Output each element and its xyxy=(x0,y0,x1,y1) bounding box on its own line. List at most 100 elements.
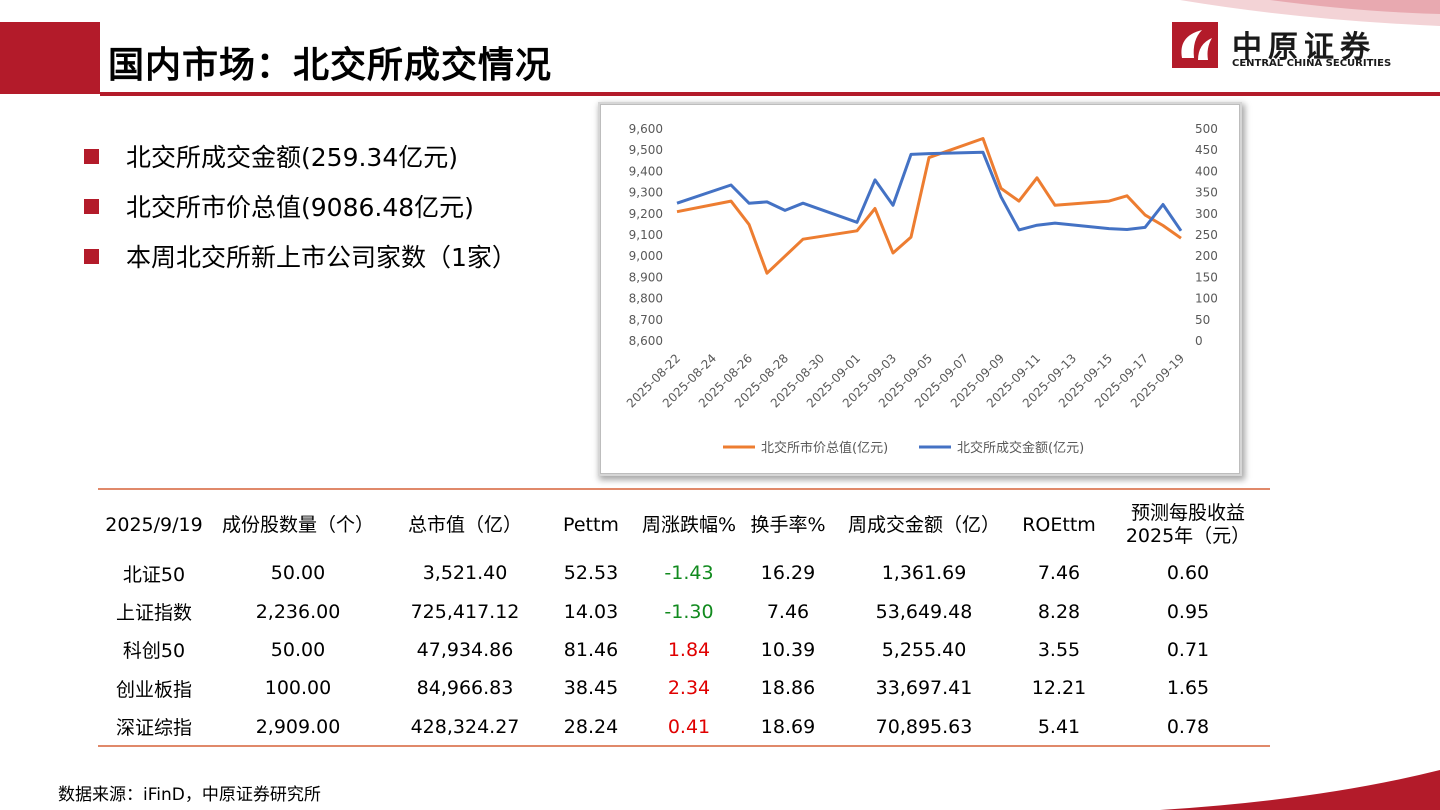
chart-svg: 8,600 8,700 8,800 8,900 9,000 9,100 9,200 9,300… xyxy=(624,122,1218,456)
col-pettm: Pettm xyxy=(563,513,619,536)
data-source-note: 数据来源：iFinD，中原证券研究所 xyxy=(58,785,321,805)
table-cell: 2,909.00 xyxy=(255,715,341,738)
logo-name-en: CENTRAL CHINA SECURITIES xyxy=(1232,58,1392,69)
index-name-cell: 创业板指 xyxy=(115,678,192,701)
bullet-square-icon xyxy=(84,249,99,264)
table-cell: 12.21 xyxy=(1031,677,1087,700)
right-axis-tick-label: 100 xyxy=(1195,292,1218,306)
table-bottom-rule xyxy=(98,745,1270,747)
left-axis-tick-label: 9,000 xyxy=(629,249,663,263)
table-cell: 81.46 xyxy=(563,638,619,661)
left-axis-tick-label: 8,600 xyxy=(629,334,663,348)
left-axis-tick-label: 9,200 xyxy=(629,207,663,221)
left-axis-tick-label: 9,100 xyxy=(629,228,663,242)
right-axis-tick-label: 500 xyxy=(1195,122,1218,136)
index-name-cell: 北证50 xyxy=(122,563,186,586)
left-axis-tick-label: 9,400 xyxy=(629,164,663,178)
table-cell: 725,417.12 xyxy=(410,600,520,623)
table-cell: 1.65 xyxy=(1166,677,1210,700)
col-eps-forecast: 预测每股收益2025年（元） xyxy=(1125,502,1251,547)
bullet-text: 北交所成交金额(259.34亿元) xyxy=(126,143,458,172)
right-axis-tick-label: 50 xyxy=(1195,313,1210,327)
table-cell: 28.24 xyxy=(563,715,619,738)
table-cell: 7.46 xyxy=(766,600,810,623)
right-axis-tick-label: 350 xyxy=(1195,186,1218,200)
table-cell: 16.29 xyxy=(760,562,816,585)
table-cell: 38.45 xyxy=(563,677,619,700)
table-cell: 8.28 xyxy=(1037,600,1081,623)
right-axis-tick-label: 150 xyxy=(1195,270,1218,284)
right-axis-tick-label: 450 xyxy=(1195,143,1218,157)
index-name-cell: 上证指数 xyxy=(115,602,192,625)
table-cell: 7.46 xyxy=(1037,562,1081,585)
table-cell: 0.60 xyxy=(1166,562,1210,585)
table-cell: 14.03 xyxy=(563,600,619,623)
table-cell: 70,895.63 xyxy=(875,715,973,738)
bullet-square-icon xyxy=(84,199,99,214)
table-cell: 5,255.40 xyxy=(881,638,967,661)
logo-name-cn: 中原证券 xyxy=(1232,30,1376,65)
table-cell: 2,236.00 xyxy=(255,600,341,623)
right-axis-tick-label: 200 xyxy=(1195,249,1218,263)
table-cell: 53,649.48 xyxy=(875,600,973,623)
table-cell: 2.34 xyxy=(667,677,711,700)
table-header-row: 2025/9/19 成份股数量（个） 总市值（亿） Pettm 周涨跌幅% 换手… xyxy=(98,496,1270,554)
bullet-text: 本周北交所新上市公司家数（1家） xyxy=(126,243,517,272)
left-axis-tick-label: 9,300 xyxy=(629,186,663,200)
table-cell: 3,521.40 xyxy=(422,562,508,585)
table-cell: 0.41 xyxy=(667,715,711,738)
table-cell: 50.00 xyxy=(270,562,326,585)
index-name-cell: 科创50 xyxy=(122,640,186,663)
table-cell: 0.78 xyxy=(1166,715,1210,738)
table-cell: -1.30 xyxy=(664,600,714,623)
table-top-rule xyxy=(98,488,1270,490)
left-axis-tick-label: 9,600 xyxy=(629,122,663,136)
title-accent-bar xyxy=(0,22,100,94)
col-turnover-rate: 换手率% xyxy=(750,513,826,536)
legend-label: 北交所成交金额(亿元) xyxy=(957,440,1084,456)
logo-mark-icon xyxy=(1172,22,1218,68)
right-axis-tick-label: 400 xyxy=(1195,164,1218,178)
company-logo: 中原证券 CENTRAL CHINA SECURITIES xyxy=(1172,22,1412,72)
series-line-market-value xyxy=(676,137,1182,275)
series-line-turnover xyxy=(676,150,1183,232)
corner-decoration-top xyxy=(1180,0,1440,26)
col-constituents: 成份股数量（个） xyxy=(221,513,374,536)
table-cell: 33,697.41 xyxy=(875,677,973,700)
legend-label: 北交所市价总值(亿元) xyxy=(761,440,888,456)
line-chart: 8,600 8,700 8,800 8,900 9,000 9,100 9,200 9,300… xyxy=(600,104,1240,474)
index-name-cell: 深证综指 xyxy=(115,717,192,740)
title-underline xyxy=(100,92,1440,96)
table-cell: 52.53 xyxy=(563,562,619,585)
left-axis-tick-label: 8,700 xyxy=(629,313,663,327)
table-row: 上证指数 2,236.00 725,417.12 14.03 -1.30 7.46 53,6… xyxy=(98,592,1270,630)
col-weekly-turnover: 周成交金额（亿） xyxy=(847,513,1000,536)
corner-decoration-bottom xyxy=(1160,770,1440,810)
table-row: 深证综指 2,909.00 428,324.27 28.24 0.41 18.69 70,8… xyxy=(98,708,1270,746)
col-weekly-change: 周涨跌幅% xyxy=(641,513,737,536)
table-cell: 18.69 xyxy=(760,715,816,738)
table-cell: -1.43 xyxy=(664,562,714,585)
table-row: 北证50 50.00 3,521.40 52.53 -1.43 16.29 1,361.69… xyxy=(98,554,1270,592)
left-axis-tick-label: 9,500 xyxy=(629,143,663,157)
market-table: 2025/9/19 成份股数量（个） 总市值（亿） Pettm 周涨跌幅% 换手… xyxy=(98,496,1270,746)
page-title: 国内市场：北交所成交情况 xyxy=(108,45,553,86)
table-cell: 50.00 xyxy=(270,638,326,661)
col-roettm: ROEttm xyxy=(1022,513,1096,536)
right-axis-tick-label: 250 xyxy=(1195,228,1218,242)
col-date: 2025/9/19 xyxy=(105,513,203,536)
table-cell: 0.95 xyxy=(1166,600,1210,623)
left-axis-tick-label: 8,900 xyxy=(629,270,663,284)
left-axis-tick-label: 8,800 xyxy=(629,292,663,306)
table-cell: 100.00 xyxy=(264,677,332,700)
right-axis-tick-label: 300 xyxy=(1195,207,1218,221)
table-row: 创业板指 100.00 84,966.83 38.45 2.34 18.86 33,697.… xyxy=(98,669,1270,707)
table-cell: 84,966.83 xyxy=(416,677,514,700)
bullet-square-icon xyxy=(84,149,99,164)
table-cell: 5.41 xyxy=(1037,715,1081,738)
col-market-cap: 总市值（亿） xyxy=(407,513,522,536)
table-cell: 47,934.86 xyxy=(416,638,514,661)
table-cell: 0.71 xyxy=(1166,638,1210,661)
table-row: 科创50 50.00 47,934.86 81.46 1.84 10.39 5,255.40… xyxy=(98,631,1270,669)
right-axis-tick-label: 0 xyxy=(1195,334,1203,348)
